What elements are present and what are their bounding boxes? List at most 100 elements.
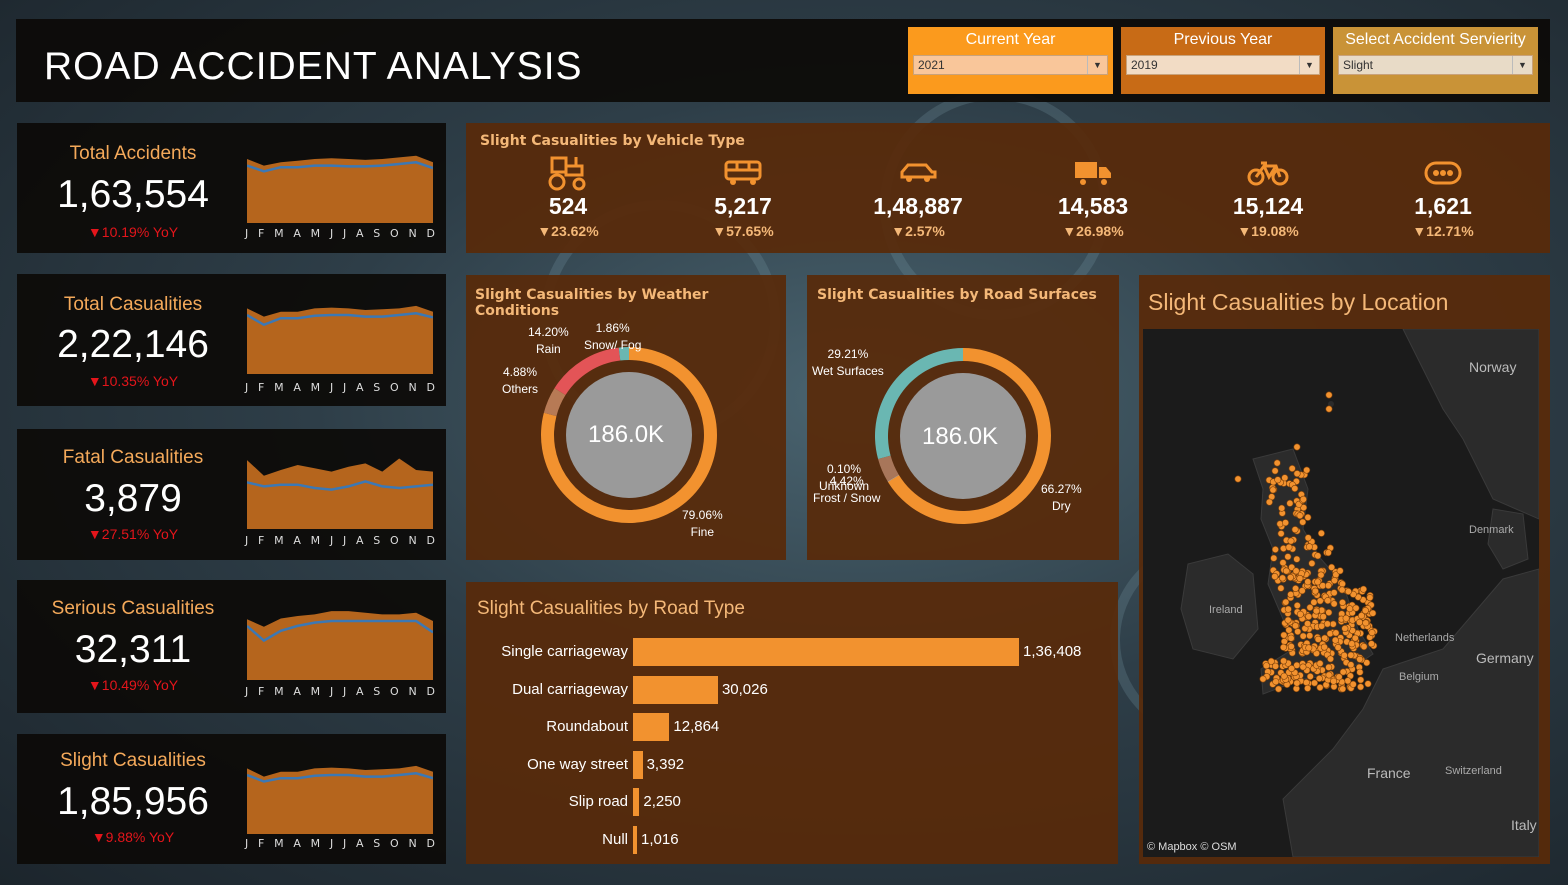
casualty-point[interactable] <box>1271 467 1279 475</box>
casualty-point[interactable] <box>1277 530 1285 538</box>
casualty-point[interactable] <box>1306 603 1314 611</box>
casualty-point[interactable] <box>1324 582 1332 590</box>
casualty-point[interactable] <box>1325 671 1333 679</box>
casualty-point[interactable] <box>1280 637 1288 645</box>
casualty-point[interactable] <box>1347 661 1355 669</box>
road-type-row[interactable]: Single carriageway 1,36,408 <box>466 638 1118 666</box>
vehicle-bicycle[interactable]: 15,124 ▼19.08% <box>1193 153 1343 239</box>
casualty-point[interactable] <box>1364 680 1372 688</box>
casualty-point[interactable] <box>1325 405 1333 413</box>
casualty-point[interactable] <box>1304 620 1312 628</box>
casualty-point[interactable] <box>1284 605 1292 613</box>
casualty-point[interactable] <box>1293 555 1301 563</box>
casualty-point[interactable] <box>1341 624 1349 632</box>
casualty-point[interactable] <box>1287 642 1295 650</box>
casualty-point[interactable] <box>1284 616 1292 624</box>
chevron-down-icon[interactable]: ▼ <box>1512 56 1532 74</box>
casualty-point[interactable] <box>1291 622 1299 630</box>
casualty-point[interactable] <box>1288 465 1296 473</box>
casualty-point[interactable] <box>1259 675 1267 683</box>
casualty-point[interactable] <box>1320 643 1328 651</box>
donut-slice-unknown[interactable] <box>887 474 900 482</box>
casualty-point[interactable] <box>1314 552 1322 560</box>
road-type-row[interactable]: Dual carriageway 30,026 <box>466 675 1118 704</box>
chevron-down-icon[interactable]: ▼ <box>1087 56 1107 74</box>
casualty-point[interactable] <box>1317 571 1325 579</box>
casualty-point[interactable] <box>1311 587 1319 595</box>
casualty-point[interactable] <box>1349 680 1357 688</box>
casualty-point[interactable] <box>1369 609 1377 617</box>
casualty-point[interactable] <box>1279 574 1287 582</box>
casualty-point[interactable] <box>1304 578 1312 586</box>
road-type-bar[interactable] <box>633 713 670 742</box>
map-canvas[interactable]: Norway Denmark Ireland Netherlands Germa… <box>1143 329 1539 857</box>
casualty-point[interactable] <box>1329 620 1337 628</box>
road-type-row[interactable]: Slip road 2,250 <box>466 788 1118 817</box>
donut-slice-wet-surfaces[interactable] <box>875 348 963 460</box>
casualty-point[interactable] <box>1338 586 1346 594</box>
casualty-point[interactable] <box>1300 504 1308 512</box>
casualty-point[interactable] <box>1306 632 1314 640</box>
casualty-point[interactable] <box>1325 391 1333 399</box>
casualty-point[interactable] <box>1304 684 1312 692</box>
casualty-point[interactable] <box>1281 474 1289 482</box>
vehicle-bus[interactable]: 5,217 ▼57.65% <box>668 153 818 239</box>
casualty-point[interactable] <box>1279 559 1287 567</box>
casualty-point[interactable] <box>1296 610 1304 618</box>
casualty-point[interactable] <box>1311 679 1319 687</box>
casualty-point[interactable] <box>1280 657 1288 665</box>
casualty-point[interactable] <box>1312 607 1320 615</box>
chevron-down-icon[interactable]: ▼ <box>1299 56 1319 74</box>
casualty-point[interactable] <box>1344 587 1352 595</box>
casualty-point[interactable] <box>1270 554 1278 562</box>
casualty-point[interactable] <box>1339 668 1347 676</box>
casualty-point[interactable] <box>1285 543 1293 551</box>
casualty-point[interactable] <box>1296 512 1304 520</box>
casualty-point[interactable] <box>1346 605 1354 613</box>
casualty-point[interactable] <box>1352 604 1360 612</box>
casualty-point[interactable] <box>1331 577 1339 585</box>
casualty-point[interactable] <box>1358 612 1366 620</box>
casualty-point[interactable] <box>1306 672 1314 680</box>
donut-slice-frost-snow[interactable] <box>878 455 899 482</box>
casualty-point[interactable] <box>1278 504 1286 512</box>
casualty-point[interactable] <box>1299 495 1307 503</box>
casualty-point[interactable] <box>1288 664 1296 672</box>
casualty-point[interactable] <box>1368 629 1376 637</box>
road-type-row[interactable]: One way street 3,392 <box>466 750 1118 779</box>
casualty-point[interactable] <box>1267 657 1275 665</box>
road-type-bar[interactable] <box>633 826 637 854</box>
casualty-point[interactable] <box>1271 546 1279 554</box>
casualty-point[interactable] <box>1317 529 1325 537</box>
road-type-bar[interactable] <box>633 750 643 779</box>
casualty-point[interactable] <box>1360 585 1368 593</box>
casualty-point[interactable] <box>1356 618 1364 626</box>
donut-slice-others[interactable] <box>543 388 566 417</box>
casualty-point[interactable] <box>1293 470 1301 478</box>
road-type-bar[interactable] <box>633 788 640 817</box>
casualty-point[interactable] <box>1280 672 1288 680</box>
casualty-point[interactable] <box>1348 640 1356 648</box>
casualty-point[interactable] <box>1272 678 1280 686</box>
casualty-point[interactable] <box>1293 443 1301 451</box>
casualty-point[interactable] <box>1304 513 1312 521</box>
severity-select[interactable]: Slight ▼ <box>1338 55 1533 75</box>
filter-previous-year[interactable]: Previous Year 2019 ▼ <box>1121 27 1325 94</box>
casualty-point[interactable] <box>1335 673 1343 681</box>
casualty-point[interactable] <box>1356 655 1364 663</box>
casualty-point[interactable] <box>1330 589 1338 597</box>
map-attribution[interactable]: © Mapbox © OSM <box>1147 841 1237 853</box>
casualty-point[interactable] <box>1287 590 1295 598</box>
casualty-point[interactable] <box>1314 635 1322 643</box>
casualty-point[interactable] <box>1316 659 1324 667</box>
casualty-point[interactable] <box>1274 476 1282 484</box>
casualty-point[interactable] <box>1310 598 1318 606</box>
casualty-point[interactable] <box>1305 543 1313 551</box>
casualty-point[interactable] <box>1336 567 1344 575</box>
casualty-point[interactable] <box>1282 567 1290 575</box>
vehicle-car[interactable]: 1,48,887 ▼2.57% <box>843 153 993 239</box>
vehicle-other[interactable]: 1,621 ▼12.71% <box>1368 153 1518 239</box>
casualty-point[interactable] <box>1327 655 1335 663</box>
surface-donut-chart[interactable] <box>807 275 1119 560</box>
casualty-point[interactable] <box>1305 613 1313 621</box>
